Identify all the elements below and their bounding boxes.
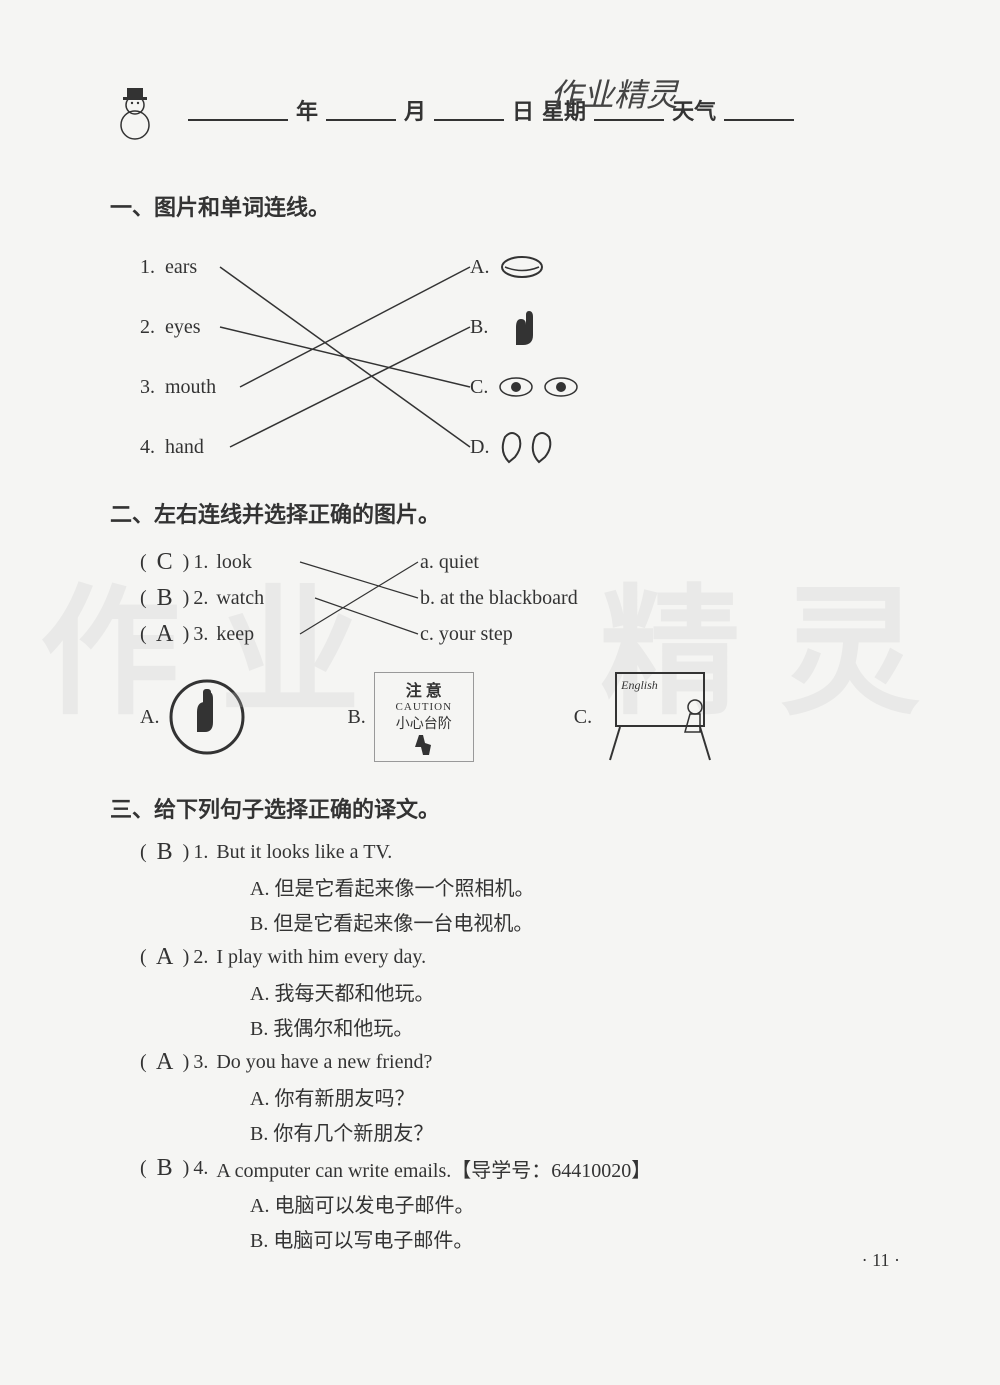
handwritten-answer: B xyxy=(152,839,178,866)
match-left-item: 2.eyes xyxy=(140,297,216,357)
day-label: 日 xyxy=(512,94,534,126)
s3-item: ( B ) 4. A computer can write emails.【导学… xyxy=(140,1154,900,1253)
s2-image-a: A. xyxy=(140,677,247,757)
snowman-icon xyxy=(110,80,160,140)
month-label: 月 xyxy=(404,94,426,126)
page-number: · 11 · xyxy=(862,1250,900,1271)
year-blank[interactable] xyxy=(188,99,288,121)
handwritten-answer: C xyxy=(152,549,178,576)
s3-option-a: A. 我每天都和他玩。 xyxy=(250,977,900,1006)
match-right-item: B. xyxy=(470,297,586,357)
s3-option-b: B. 你有几个新朋友？ xyxy=(250,1117,900,1146)
blackboard-icon: English xyxy=(600,672,720,762)
s3-item: ( A ) 2. I play with him every day. A. 我… xyxy=(140,944,900,1041)
handwritten-answer: A xyxy=(152,621,178,648)
match-right-item: C. xyxy=(470,357,586,417)
s3-option-a: A. 但是它看起来像一个照相机。 xyxy=(250,872,900,901)
section3-title: 三、给下列句子选择正确的译文。 xyxy=(110,792,900,824)
eyes-icon xyxy=(496,367,586,407)
match-right-item: A. xyxy=(470,237,586,297)
handwritten-answer: B xyxy=(152,1155,178,1182)
s2-row: ( B ) 2. watch b. at the blackboard xyxy=(140,580,900,616)
match-left-item: 1.ears xyxy=(140,237,216,297)
s3-option-a: A. 电脑可以发电子邮件。 xyxy=(250,1189,900,1218)
handwritten-header: 作业精灵 xyxy=(550,70,678,116)
s3-option-a: A. 你有新朋友吗？ xyxy=(250,1082,900,1111)
handwritten-answer: A xyxy=(152,944,178,971)
handwritten-answer: B xyxy=(152,585,178,612)
s2-row: ( A ) 3. keep c. your step xyxy=(140,616,900,652)
mouth-icon xyxy=(497,247,547,287)
section3-area: ( B ) 1. But it looks like a TV. A. 但是它看… xyxy=(140,839,900,1253)
s3-option-b: B. 我偶尔和他玩。 xyxy=(250,1012,900,1041)
section1-match-area: 1.ears 2.eyes 3.mouth 4.hand A. B. C. xyxy=(140,237,900,477)
s2-row: ( C ) 1. look a. quiet xyxy=(140,544,900,580)
s2-image-c: C. English xyxy=(574,672,720,762)
date-row: 年 月 日 星期 天气 xyxy=(110,80,900,140)
quiet-sign-icon xyxy=(167,677,247,757)
match-left-item: 4.hand xyxy=(140,417,216,477)
month-blank[interactable] xyxy=(326,99,396,121)
caution-sign-icon: 注 意 CAUTION 小心台阶 xyxy=(374,672,474,762)
s2-image-b: B. 注 意 CAUTION 小心台阶 xyxy=(347,672,473,762)
section1-title: 一、图片和单词连线。 xyxy=(110,190,900,222)
s3-item: ( B ) 1. But it looks like a TV. A. 但是它看… xyxy=(140,839,900,936)
s3-option-b: B. 电脑可以写电子邮件。 xyxy=(250,1224,900,1253)
weather-blank[interactable] xyxy=(724,99,794,121)
hand-icon xyxy=(496,307,546,347)
day-blank[interactable] xyxy=(434,99,504,121)
handwritten-answer: A xyxy=(152,1049,178,1076)
weather-label: 天气 xyxy=(672,94,716,126)
s3-option-b: B. 但是它看起来像一台电视机。 xyxy=(250,907,900,936)
match-left-item: 3.mouth xyxy=(140,357,216,417)
ears-icon xyxy=(497,427,567,467)
section2-images-row: A. B. 注 意 CAUTION 小心台阶 C. English xyxy=(140,672,900,762)
year-label: 年 xyxy=(296,94,318,126)
s3-item: ( A ) 3. Do you have a new friend? A. 你有… xyxy=(140,1049,900,1146)
section2-area: ( C ) 1. look a. quiet ( B ) 2. watch b.… xyxy=(140,544,900,652)
match-right-item: D. xyxy=(470,417,586,477)
section2-title: 二、左右连线并选择正确的图片。 xyxy=(110,497,900,529)
